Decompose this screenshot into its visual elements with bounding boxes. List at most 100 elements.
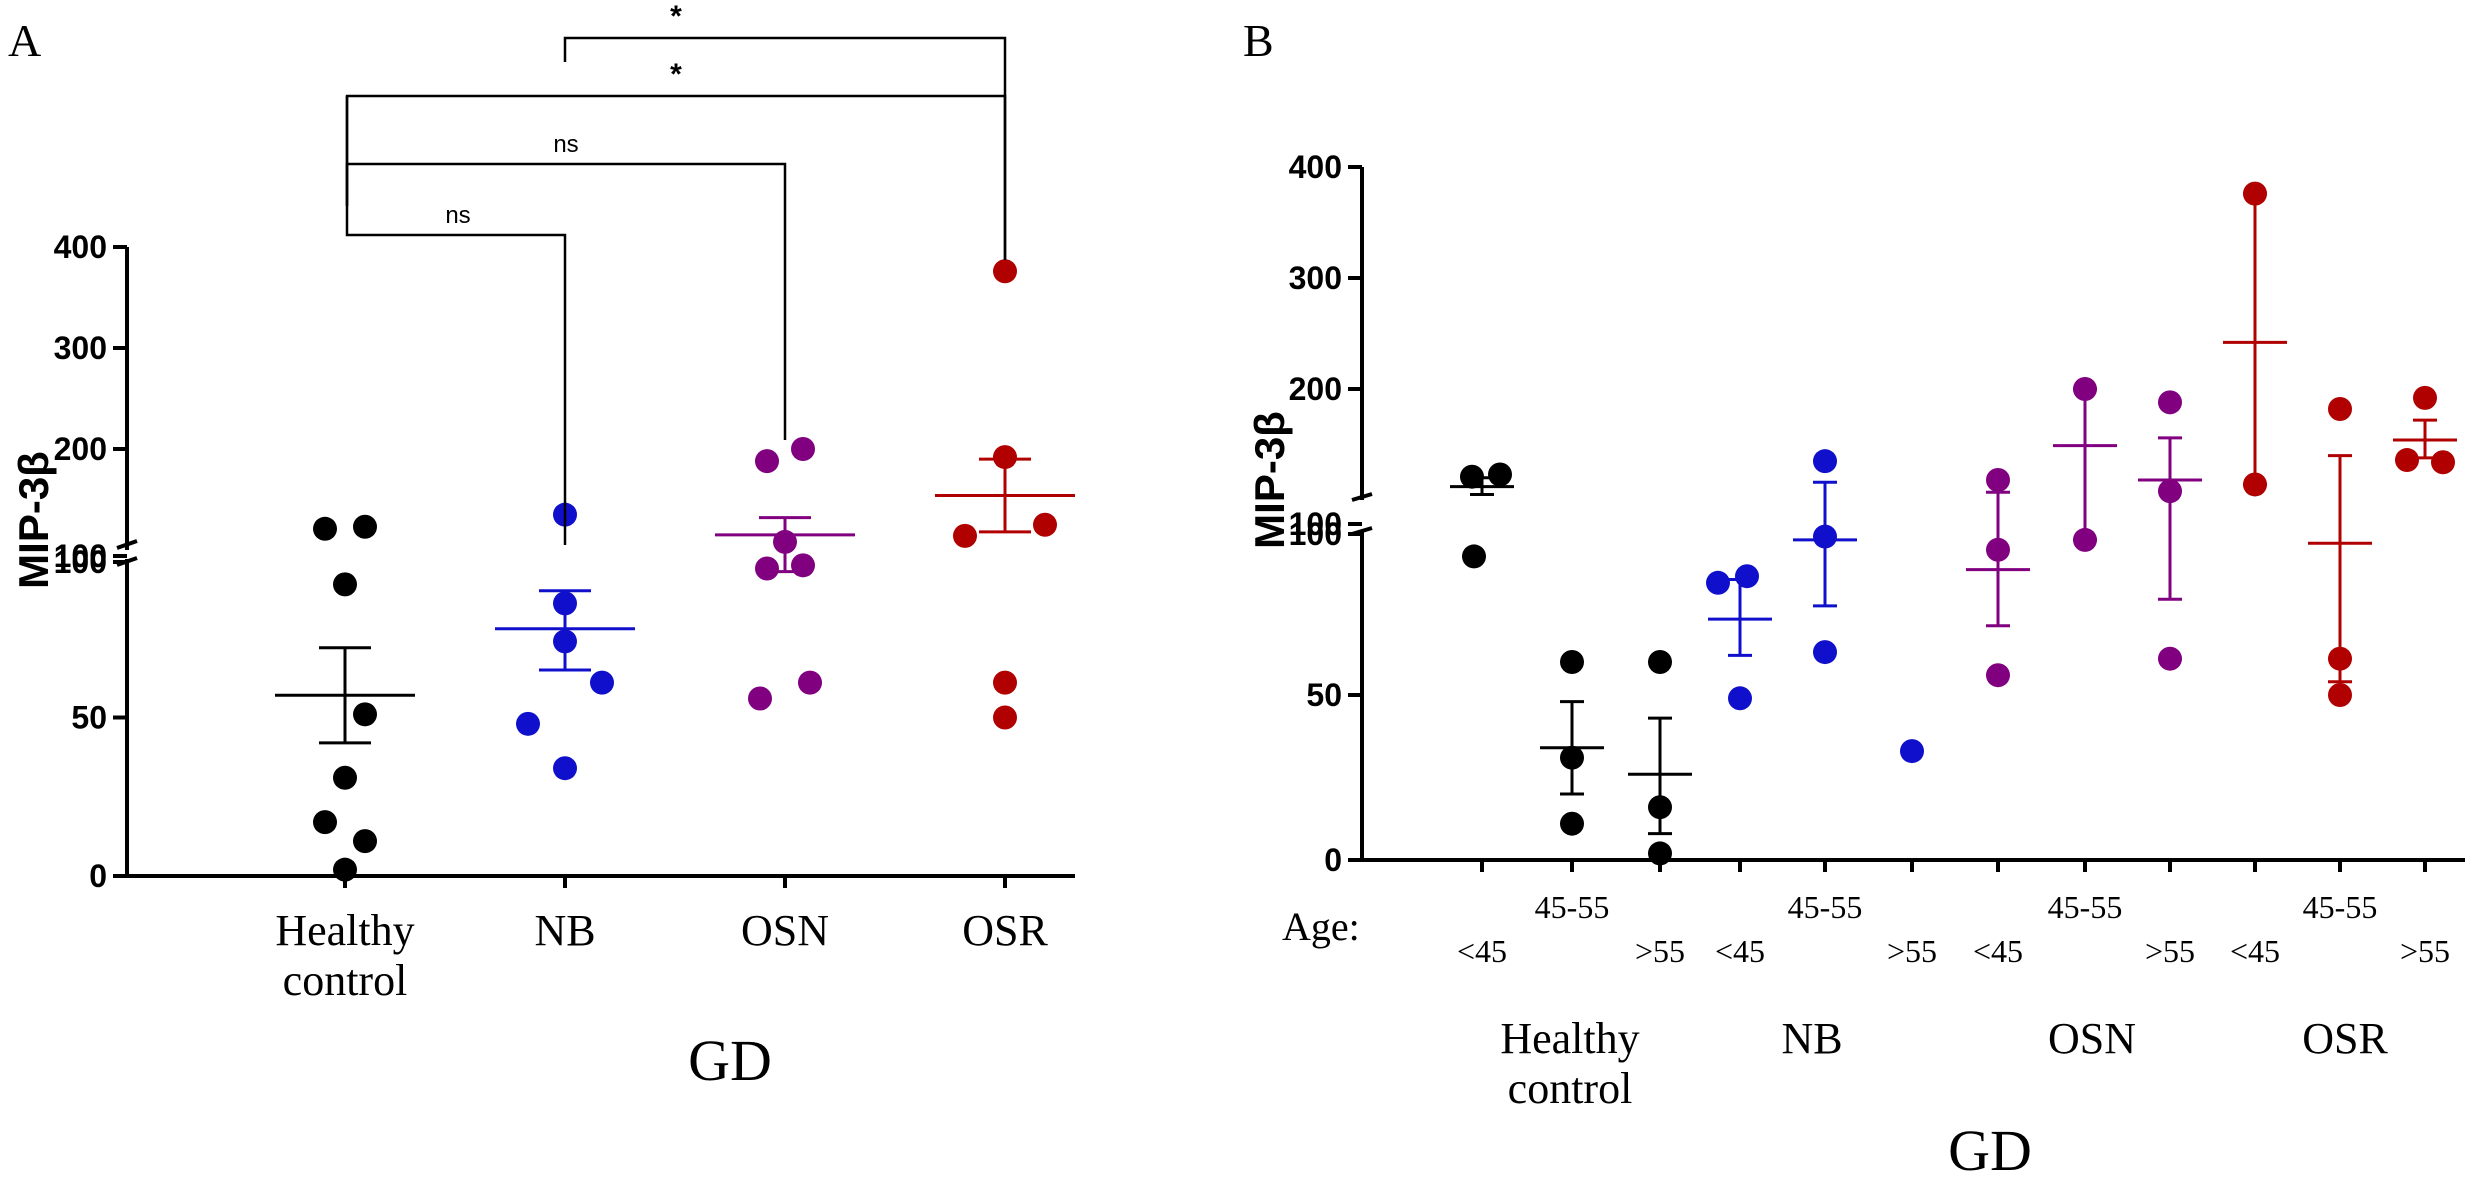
significance-label: ns (445, 202, 470, 229)
data-point (1728, 686, 1752, 711)
data-point (791, 437, 815, 461)
age-tick-label: >55 (2400, 933, 2450, 969)
age-tick-label: <45 (1973, 933, 2023, 969)
data-point (773, 529, 797, 554)
data-point (1560, 650, 1584, 674)
data-point (1488, 462, 1512, 487)
y-tick-label: 300 (54, 330, 107, 366)
data-point (2431, 450, 2455, 475)
age-tick-label: <45 (1715, 933, 1765, 969)
data-point (755, 449, 779, 474)
data-point (2328, 683, 2352, 707)
data-point (1648, 650, 1672, 674)
age-tick-label: <45 (2230, 933, 2280, 969)
data-point (553, 629, 577, 654)
x-category-label: OSR (2302, 1014, 2388, 1063)
data-point (2158, 646, 2182, 671)
age-tick-label: 45-55 (1788, 889, 1863, 925)
data-point (798, 670, 822, 695)
data-point (2073, 527, 2097, 552)
data-point (1813, 524, 1837, 549)
y-tick-label: 50 (1306, 677, 1342, 713)
data-point (313, 516, 337, 541)
y-tick-label: 100 (54, 544, 107, 580)
data-point (1033, 512, 1057, 537)
data-point (333, 572, 357, 597)
data-point (516, 711, 540, 736)
x-axis-title: GD (688, 1028, 772, 1093)
x-category-label: NB (534, 906, 595, 955)
axis-break-mark (1351, 492, 1373, 502)
x-category-label: OSN (2048, 1014, 2136, 1063)
data-point (1706, 570, 1730, 595)
data-point (1462, 544, 1486, 569)
data-point (353, 702, 377, 727)
y-tick-label: 200 (1289, 371, 1342, 407)
data-point (1648, 795, 1672, 820)
data-point (333, 857, 357, 882)
data-point (353, 829, 377, 854)
data-point (993, 259, 1017, 284)
significance-label: ns (553, 131, 578, 158)
age-tick-label: 45-55 (2048, 889, 2123, 925)
y-axis-label: MIP-3β (10, 451, 57, 589)
y-tick-label: 100 (1289, 506, 1342, 542)
x-category-label: OSR (962, 906, 1048, 955)
age-tick-label: >55 (1635, 933, 1685, 969)
y-tick-label: 300 (1289, 260, 1342, 296)
data-point (353, 514, 377, 539)
data-point (1735, 564, 1759, 589)
y-tick-label: 0 (89, 858, 107, 894)
data-point (953, 523, 977, 548)
data-point (1986, 663, 2010, 688)
data-point (2158, 479, 2182, 504)
y-tick-label: 400 (1289, 149, 1342, 185)
significance-bracket (345, 206, 567, 545)
data-point (2413, 385, 2437, 410)
data-point (1986, 537, 2010, 562)
data-point (553, 756, 577, 781)
y-tick-label: 200 (54, 431, 107, 467)
y-tick-label: 100 (1289, 516, 1342, 552)
age-tick-label: >55 (2145, 933, 2195, 969)
y-axis-label: MIP-3β (1246, 411, 1293, 549)
data-point (2328, 646, 2352, 671)
data-point (2395, 448, 2419, 473)
x-category-label: Healthy control (275, 906, 414, 1005)
age-label: Age: (1282, 904, 1360, 949)
data-point (993, 670, 1017, 695)
data-point (1986, 468, 2010, 493)
data-point (2243, 472, 2267, 497)
data-point (1460, 464, 1484, 489)
data-point (748, 686, 772, 711)
data-point (590, 670, 614, 695)
data-point (1560, 745, 1584, 770)
data-point (333, 765, 357, 790)
y-tick-label: 50 (71, 700, 107, 736)
data-point (2328, 396, 2352, 421)
data-point (2158, 390, 2182, 415)
age-tick-label: >55 (1887, 933, 1937, 969)
data-point (553, 591, 577, 616)
y-tick-label: 0 (1324, 842, 1342, 878)
y-tick-label: 100 (54, 538, 107, 574)
x-category-label: OSN (741, 906, 829, 955)
data-point (2073, 377, 2097, 401)
data-point (755, 556, 779, 581)
data-point (993, 445, 1017, 470)
age-tick-label: 45-55 (2303, 889, 2378, 925)
significance-label: * (670, 0, 682, 33)
x-axis-title: GD (1948, 1118, 2032, 1177)
data-point (1648, 841, 1672, 866)
significance-label: * (670, 58, 682, 91)
data-point (2243, 181, 2267, 206)
data-point (993, 705, 1017, 730)
y-tick-label: 400 (54, 229, 107, 265)
axis-break-mark (116, 539, 138, 550)
x-category-label: NB (1781, 1014, 1842, 1063)
data-point (1813, 640, 1837, 665)
data-point (791, 553, 815, 578)
